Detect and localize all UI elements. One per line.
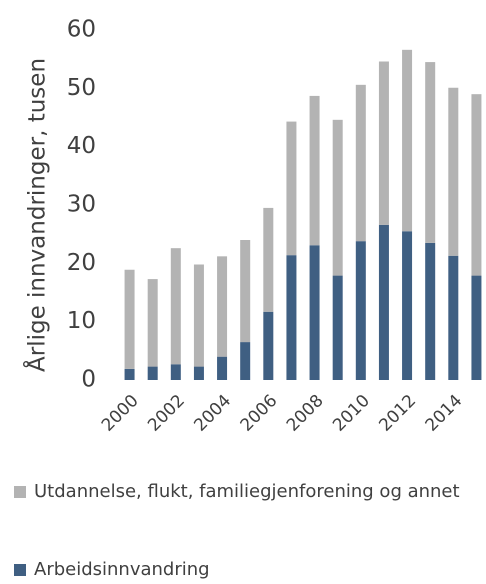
- bar-segment: [355, 241, 366, 380]
- bar-segment: [286, 255, 297, 380]
- bar-segment: [193, 366, 204, 380]
- legend-item: Arbeidsinnvandring: [14, 556, 484, 583]
- bar-segment: [378, 61, 389, 225]
- bar-segment: [425, 62, 436, 243]
- legend-swatch: [14, 564, 26, 576]
- bar-segment: [240, 240, 251, 343]
- bar-segment: [402, 231, 413, 380]
- bar-segment: [355, 84, 366, 242]
- y-axis-label: Årlige innvandringer, tusen: [23, 58, 51, 372]
- bar-segment: [217, 356, 228, 380]
- x-tick-label: 2000: [98, 391, 143, 436]
- y-tick-label: 10: [67, 308, 96, 334]
- x-tick-label: 2012: [375, 391, 420, 436]
- bar-segment: [170, 248, 181, 365]
- y-tick-label: 40: [67, 133, 96, 159]
- legend-label: Utdannelse, flukt, familiegjenforening o…: [34, 481, 460, 502]
- bar-segment: [309, 95, 320, 246]
- bar-segment: [193, 264, 204, 367]
- bar-segment: [332, 275, 343, 380]
- bar-segment: [124, 368, 135, 380]
- x-tick-label: 2006: [237, 391, 282, 436]
- x-tick-label: 2004: [190, 391, 235, 436]
- bar-segment: [378, 224, 389, 380]
- chart: Årlige innvandringer, tusen 0 10 20 30 40 50 6…: [23, 17, 482, 436]
- bar-segment: [170, 364, 181, 380]
- bar-segment: [240, 342, 251, 380]
- y-tick-label: 30: [67, 192, 96, 218]
- bar-segment: [425, 242, 436, 380]
- y-tick-label: 50: [67, 75, 96, 101]
- bar-segment: [471, 94, 482, 276]
- bar-segment: [263, 207, 274, 312]
- y-tick-label: 60: [67, 17, 96, 43]
- legend-label: Arbeidsinnvandring: [34, 559, 210, 580]
- bar-segment: [471, 275, 482, 380]
- bar-segment: [448, 87, 459, 256]
- x-tick-label: 2008: [283, 391, 328, 436]
- legend-item: Utdannelse, flukt, familiegjenforening o…: [14, 478, 484, 505]
- y-tick-label: 0: [81, 367, 96, 393]
- x-tick-label: 2014: [422, 391, 467, 436]
- legend-swatch: [14, 486, 26, 498]
- bar-segment: [124, 269, 135, 369]
- bar-segment: [402, 49, 413, 232]
- bar-segment: [309, 245, 320, 380]
- y-tick-label: 20: [67, 250, 96, 276]
- bar-segment: [147, 279, 158, 367]
- bar-segment: [263, 311, 274, 380]
- x-tick-label: 2002: [144, 391, 189, 436]
- bar-segment: [286, 121, 297, 256]
- x-tick-label: 2010: [329, 391, 374, 436]
- bar-segment: [332, 119, 343, 276]
- bar-segment: [448, 255, 459, 380]
- bar-segment: [217, 256, 228, 357]
- bar-segment: [147, 366, 158, 380]
